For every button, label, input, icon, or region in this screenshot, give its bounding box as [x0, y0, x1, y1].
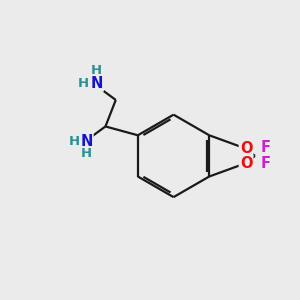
- Text: F: F: [261, 140, 271, 155]
- Text: H: H: [91, 64, 102, 77]
- Text: F: F: [261, 156, 271, 171]
- Text: O: O: [240, 141, 252, 156]
- Text: N: N: [80, 134, 92, 149]
- Text: O: O: [240, 156, 252, 171]
- Text: N: N: [90, 76, 103, 91]
- Text: H: H: [68, 135, 80, 148]
- Text: H: H: [78, 77, 89, 90]
- Text: H: H: [81, 147, 92, 160]
